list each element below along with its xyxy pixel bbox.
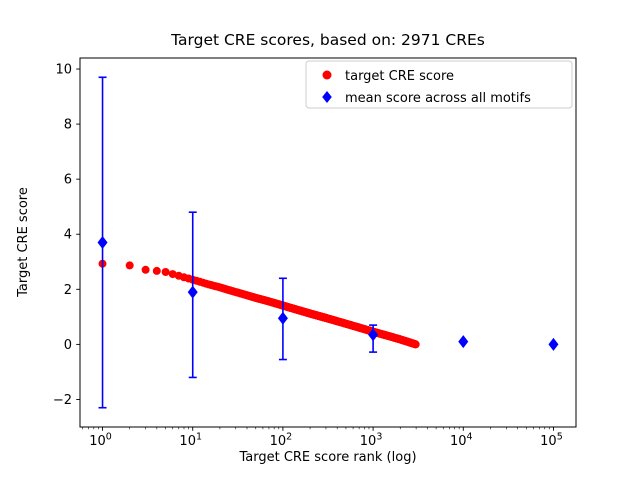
chart-title: Target CRE scores, based on: 2971 CREs xyxy=(170,31,485,49)
y-tick-label: 8 xyxy=(64,118,72,133)
y-tick-label: 4 xyxy=(64,228,72,243)
x-tick-label: 104 xyxy=(450,432,473,450)
diamond-marker xyxy=(548,337,559,351)
x-axis-label: Target CRE score rank (log) xyxy=(238,450,416,465)
x-tick-label: 101 xyxy=(179,432,202,450)
y-ticks: −2 0 2 4 6 8 10 xyxy=(53,63,80,408)
x-tick-label: 102 xyxy=(270,432,293,450)
legend-diamond-marker xyxy=(322,91,332,103)
y-tick-label: 0 xyxy=(64,338,72,353)
legend-circle-marker xyxy=(322,70,332,80)
diamond-marker xyxy=(277,311,288,325)
x-tick-label: 103 xyxy=(360,432,383,450)
x-tick-label: 105 xyxy=(540,432,563,450)
series-mean-score xyxy=(97,76,559,409)
series-target-cre-score xyxy=(98,259,420,349)
y-tick-label: 2 xyxy=(64,283,72,298)
legend-label-mean-score: mean score across all motifs xyxy=(345,91,531,106)
legend-box xyxy=(305,60,573,109)
legend: target CRE score mean score across all mo… xyxy=(305,60,573,109)
y-tick-label: 10 xyxy=(55,63,72,78)
diamond-marker xyxy=(187,285,198,299)
diamond-marker xyxy=(368,328,379,342)
y-tick-label: −2 xyxy=(53,393,72,408)
y-tick-label: 6 xyxy=(64,173,72,188)
axes-spines xyxy=(79,57,577,428)
x-tick-label: 100 xyxy=(89,432,112,450)
diamond-marker xyxy=(458,335,469,349)
x-ticks: 100 101 102 103 104 105 xyxy=(89,427,563,449)
y-axis-label: Target CRE score xyxy=(16,187,31,298)
diamond-marker xyxy=(97,236,108,249)
legend-label-target-cre-score: target CRE score xyxy=(345,69,454,84)
plot-area: 100 101 102 103 104 105 −2 0 2 4 6 8 10 target CRE sc… xyxy=(53,57,577,449)
